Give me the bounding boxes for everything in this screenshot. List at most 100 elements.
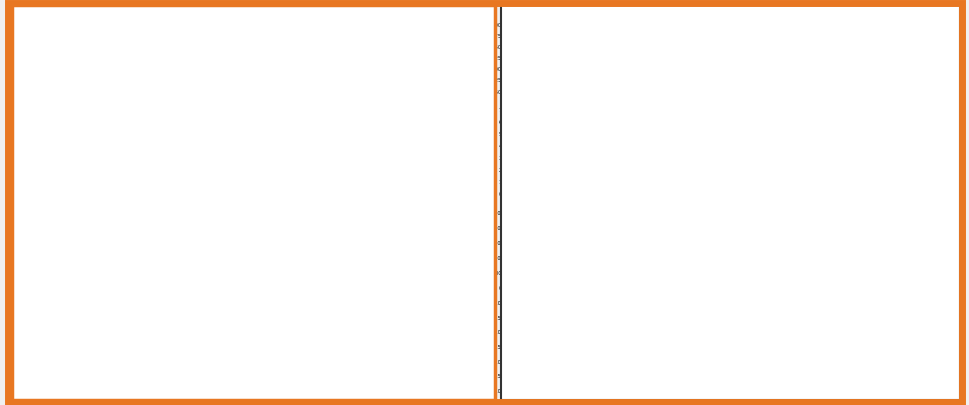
Y-axis label: H₂S WMS-2f/1f: H₂S WMS-2f/1f <box>636 37 641 75</box>
Text: $t_{90}$=7s: $t_{90}$=7s <box>719 266 744 278</box>
Text: H₂S: H₂S <box>241 158 260 168</box>
Text: Filter: Filter <box>140 136 158 141</box>
Text: •  Backscatter-Tunable diode: • Backscatter-Tunable diode <box>25 211 150 220</box>
With Kalman filter <box>505 285 516 290</box>
Text: Laser
controller1: Laser controller1 <box>47 68 85 79</box>
Text: $\tau$=3s: $\tau$=3s <box>550 263 571 273</box>
Text: hard targets: hard targets <box>837 70 896 79</box>
FancyBboxPatch shape <box>20 32 318 200</box>
Text: G-lens Collimator: G-lens Collimator <box>173 121 228 126</box>
Y-axis label: CH₄ Allan variance (ppm·m)²: CH₄ Allan variance (ppm·m)² <box>483 312 487 382</box>
Text: Interior wall: Interior wall <box>397 106 439 112</box>
Y-axis label: CH₄ Concentration (ppm·m): CH₄ Concentration (ppm·m) <box>478 215 483 284</box>
Text: 20m: 20m <box>534 36 551 45</box>
Text: Wood planks: Wood planks <box>395 64 440 70</box>
With Kalman filter <box>576 248 587 253</box>
Circle shape <box>246 110 260 122</box>
with Kalman filter <box>520 187 532 192</box>
Without Kalman filter <box>649 224 661 229</box>
with Kalman filter <box>559 180 571 185</box>
Y-axis label: CH₄ WMS-2f/1f: CH₄ WMS-2f/1f <box>472 37 478 75</box>
Text: 56.2%: 56.2% <box>692 180 707 185</box>
Text: 18.84ppm·m@31s: 18.84ppm·m@31s <box>767 352 817 371</box>
Text: 1.67ppm·m@1s: 1.67ppm·m@1s <box>515 311 566 328</box>
Text: Kalman filter: Kalman filter <box>357 374 423 383</box>
FancyBboxPatch shape <box>202 217 338 273</box>
Point <box>358 343 373 350</box>
Text: Indicating red laser: Indicating red laser <box>88 206 149 211</box>
FancyBboxPatch shape <box>819 113 957 207</box>
FancyBboxPatch shape <box>134 128 164 148</box>
Legend: without Kalman filter, with Kalman filter: without Kalman filter, with Kalman filte… <box>513 112 575 126</box>
FancyBboxPatch shape <box>189 194 207 200</box>
Text: Standoff detection performance: Standoff detection performance <box>576 17 776 27</box>
Y-axis label: Concentration (ppm·m): Concentration (ppm·m) <box>172 314 177 376</box>
Text: •  WMS-2f/1f method: • WMS-2f/1f method <box>25 275 116 284</box>
Circle shape <box>232 94 246 106</box>
Without Kalman filter <box>576 231 587 236</box>
FancyBboxPatch shape <box>15 203 200 291</box>
Text: 66.23%: 66.23% <box>805 145 824 149</box>
Line: without Kalman filter: without Kalman filter <box>524 123 644 189</box>
Text: Laser
controller2: Laser controller2 <box>47 90 85 100</box>
Text: ◆  Non-cooperation targets: ◆ Non-cooperation targets <box>212 223 330 232</box>
Circle shape <box>256 98 273 113</box>
Text: Painted mental plate: Painted mental plate <box>315 43 388 48</box>
Legend: without Kalman filter, with Kalman filter: without Kalman filter, with Kalman filte… <box>676 112 737 126</box>
Y-axis label: $R_c$: $R_c$ <box>297 324 306 333</box>
Text: common topographic: common topographic <box>837 55 937 64</box>
X-axis label: standoff distance (m): standoff distance (m) <box>718 214 774 219</box>
Without Kalman filter <box>754 285 766 290</box>
X-axis label: Sampling points: Sampling points <box>565 116 608 121</box>
without Kalman filter <box>797 122 809 126</box>
Text: LCD: LCD <box>122 165 140 175</box>
Y-axis label: H₂S Standard deviation: H₂S Standard deviation <box>647 121 652 182</box>
Text: Time-response: Time-response <box>837 232 910 241</box>
Text: spectroscopy (TDLAS): spectroscopy (TDLAS) <box>25 237 129 245</box>
with Kalman filter <box>637 165 648 170</box>
Text: •: • <box>829 311 835 321</box>
With Kalman filter <box>754 279 766 284</box>
Text: •  Kalman filtering with: • Kalman filtering with <box>25 317 127 326</box>
Text: Standoff distance:: Standoff distance: <box>837 25 924 34</box>
X-axis label: Time (s): Time (s) <box>574 312 595 317</box>
Text: with: with <box>891 40 913 49</box>
Y-axis label: H₂S Allan variance (ppm·m)²: H₂S Allan variance (ppm·m)² <box>641 312 646 382</box>
Circle shape <box>238 100 258 115</box>
with Kalman filter <box>797 167 809 172</box>
Text: $\tau$=3s: $\tau$=3s <box>675 251 695 260</box>
FancyBboxPatch shape <box>39 61 94 85</box>
Title: Kalman filter: Kalman filter <box>429 299 474 305</box>
With Kalman filter <box>575 249 586 254</box>
Text: multiplexing: multiplexing <box>25 262 87 271</box>
without Kalman filter <box>760 165 771 170</box>
FancyBboxPatch shape <box>101 126 135 150</box>
Text: Dynamic response:: Dynamic response: <box>837 217 927 226</box>
Without Kalman filter <box>809 285 821 290</box>
Text: circuit board: circuit board <box>19 215 53 221</box>
With Kalman filter <box>737 278 749 283</box>
with Kalman filter <box>683 184 695 189</box>
Text: Laser2: Laser2 <box>94 89 112 94</box>
Without Kalman filter <box>736 284 748 289</box>
without Kalman filter <box>520 185 532 190</box>
Text: Laser1: Laser1 <box>94 67 112 72</box>
Line: Without Kalman filter: Without Kalman filter <box>511 227 658 287</box>
Text: Aluminum plate: Aluminum plate <box>268 127 319 132</box>
Circle shape <box>251 94 265 106</box>
Text: more than: more than <box>837 40 889 49</box>
with Kalman filter <box>760 181 771 185</box>
Without Kalman filter <box>584 228 596 233</box>
Y-axis label: Concentration (ppm·m): Concentration (ppm·m) <box>382 314 387 376</box>
FancyBboxPatch shape <box>324 198 383 235</box>
Text: 0.21ppm·m@9s: 0.21ppm·m@9s <box>584 358 632 378</box>
With Kalman filter <box>777 291 789 296</box>
FancyBboxPatch shape <box>819 301 957 394</box>
FancyBboxPatch shape <box>60 158 115 182</box>
Text: 0.3533@34: 0.3533@34 <box>368 346 404 352</box>
Text: Main control: Main control <box>19 205 53 209</box>
Text: reduction in: reduction in <box>866 139 930 147</box>
Polygon shape <box>92 71 101 81</box>
Text: Painted mental plate: Painted mental plate <box>691 188 746 192</box>
Legend: Without Kalman filter, With Kalman filter: Without Kalman filter, With Kalman filte… <box>754 210 816 224</box>
